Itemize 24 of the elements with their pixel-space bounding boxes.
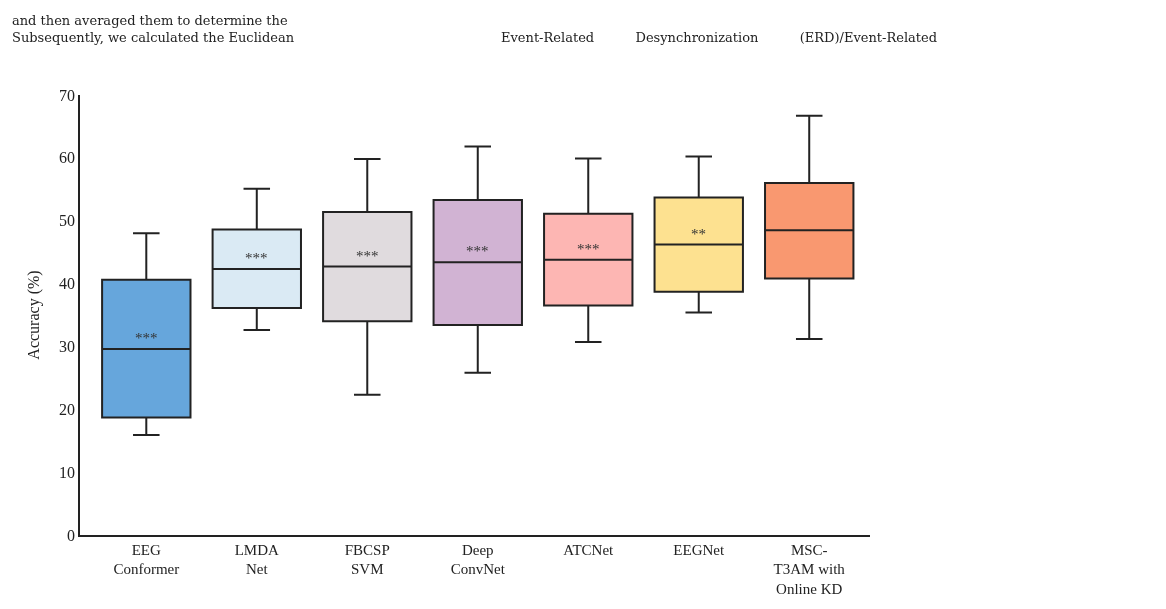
annotation: *** xyxy=(135,330,158,346)
x-tick-label: EEGNet xyxy=(673,541,725,558)
y-tick-label: 70 xyxy=(59,86,76,104)
x-tick-label: LMDA Net xyxy=(234,541,280,578)
y-tick-label: 40 xyxy=(59,275,76,293)
y-tick-label: 60 xyxy=(59,149,76,167)
text: and then averaged them to determine the Subsequently, we calculated the Euclidean xyxy=(12,13,295,45)
annotation: ** xyxy=(691,226,706,242)
y-tick-label: 30 xyxy=(59,338,76,356)
x-tick-label: ATCNet xyxy=(563,541,615,558)
y-axis-title: Accuracy (%) xyxy=(25,270,44,360)
annotation: *** xyxy=(466,243,489,259)
y-tick-label: 20 xyxy=(59,400,76,418)
y-tick-label: 10 xyxy=(59,463,76,481)
y-tick-label: 0 xyxy=(67,526,76,544)
x-tick-label: FBCSP SVM xyxy=(344,541,390,578)
annotation: *** xyxy=(577,241,600,257)
x-tick-label: EEG Conformer xyxy=(113,541,180,578)
x-tick-label: MSC- T3AM with Online KD xyxy=(773,541,846,597)
x-tick-label: Deep ConvNet xyxy=(450,541,506,578)
annotation: *** xyxy=(356,248,379,264)
y-tick-label: 50 xyxy=(59,212,76,230)
annotation: *** xyxy=(245,250,268,266)
text: Event-Related Desynchronization (ERD)/Event-Related xyxy=(501,30,938,45)
